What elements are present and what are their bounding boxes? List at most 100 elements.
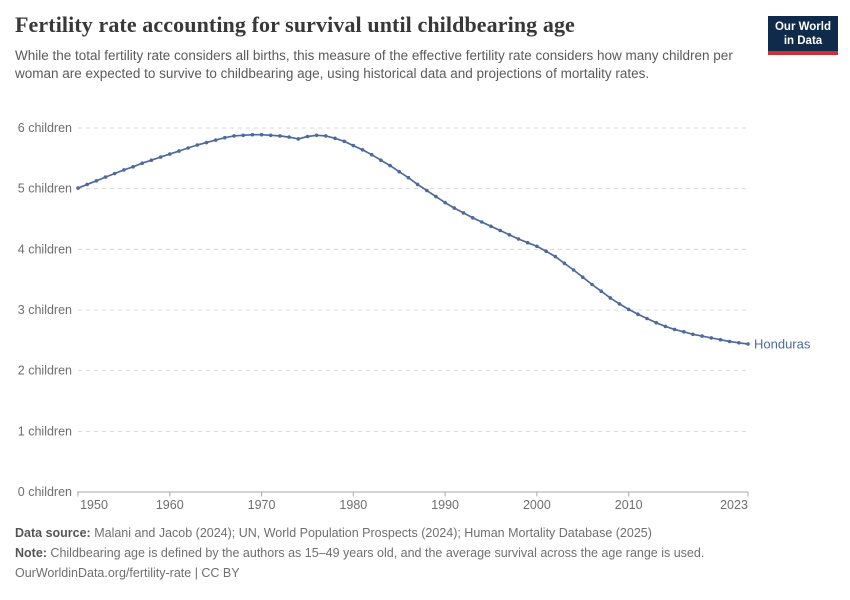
data-point[interactable] [406, 175, 411, 180]
data-point[interactable] [259, 132, 264, 137]
data-point[interactable] [232, 134, 236, 138]
page-title: Fertility rate accounting for survival u… [15, 12, 575, 37]
data-point[interactable] [691, 332, 695, 337]
data-point[interactable] [415, 182, 420, 187]
data-point[interactable] [507, 233, 512, 237]
data-point[interactable] [305, 134, 310, 139]
data-point[interactable] [425, 188, 429, 193]
data-point[interactable] [599, 289, 603, 294]
data-point[interactable] [324, 134, 328, 138]
data-point[interactable] [498, 228, 503, 233]
data-point[interactable] [333, 136, 337, 141]
data-point[interactable] [379, 158, 383, 162]
data-point[interactable] [654, 320, 658, 325]
data-point[interactable] [122, 168, 126, 172]
x-axis-labels: 1950 1960 1970 1980 1990 2000 2010 2023 [80, 498, 748, 512]
data-point[interactable] [397, 169, 402, 174]
data-point[interactable] [709, 336, 714, 340]
data-point[interactable] [186, 146, 190, 150]
data-point[interactable] [278, 134, 282, 138]
data-point[interactable] [158, 155, 163, 159]
y-tick-label: 5 children [18, 182, 72, 196]
data-source-text: Malani and Jacob (2024); UN, World Popul… [90, 526, 652, 540]
series-line-honduras[interactable] [77, 133, 749, 345]
series-points-honduras[interactable] [76, 132, 750, 346]
data-point[interactable] [571, 268, 576, 272]
data-point[interactable] [682, 330, 686, 334]
data-point[interactable] [581, 275, 585, 280]
data-point[interactable] [360, 148, 365, 152]
data-source-label: Data source: [15, 526, 91, 540]
data-point[interactable] [287, 135, 291, 139]
data-point[interactable] [112, 171, 117, 176]
data-point[interactable] [590, 282, 594, 287]
y-axis-labels: 0 children 1 children 2 children 3 children… [18, 121, 72, 499]
chart-header: Fertility rate accounting for survival u… [15, 12, 755, 83]
x-tick-label: 1980 [339, 498, 367, 512]
note-text: Childbearing age is defined by the autho… [46, 546, 705, 560]
data-point[interactable] [351, 143, 356, 148]
x-tick-label: 2000 [523, 498, 551, 512]
data-point[interactable] [149, 158, 154, 162]
y-gridlines [77, 127, 748, 493]
owid-logo[interactable]: Our World in Data [768, 16, 838, 56]
data-point[interactable] [663, 324, 668, 329]
data-point[interactable] [314, 133, 319, 138]
data-point[interactable] [452, 206, 457, 210]
data-point[interactable] [727, 339, 732, 344]
data-point[interactable] [562, 261, 567, 266]
data-point[interactable] [213, 138, 218, 142]
data-point[interactable] [76, 186, 80, 190]
data-point[interactable] [516, 237, 521, 241]
data-point[interactable] [617, 302, 622, 306]
owid-url-link[interactable]: OurWorldinData.org/fertility-rate | CC B… [15, 566, 240, 580]
data-point[interactable] [388, 163, 392, 168]
y-tick-label: 2 children [18, 364, 72, 378]
data-point[interactable] [434, 194, 438, 199]
x-axis-ticks [77, 492, 749, 497]
data-point[interactable] [369, 152, 374, 157]
x-tick-label: 2023 [720, 498, 748, 512]
y-tick-label: 3 children [18, 303, 72, 317]
data-point[interactable] [480, 220, 484, 224]
y-tick-label: 6 children [18, 121, 72, 135]
data-point[interactable] [195, 143, 200, 147]
data-point[interactable] [85, 182, 89, 187]
data-point[interactable] [241, 133, 245, 138]
data-point[interactable] [672, 327, 677, 332]
data-point[interactable] [489, 224, 493, 229]
data-point[interactable] [645, 316, 649, 321]
data-point[interactable] [700, 334, 704, 338]
data-point[interactable] [223, 135, 227, 140]
data-point[interactable] [525, 240, 530, 245]
data-point[interactable] [737, 341, 741, 345]
data-point[interactable] [636, 312, 640, 317]
data-point[interactable] [470, 216, 475, 220]
data-point[interactable] [746, 342, 750, 346]
x-tick-label: 1960 [156, 498, 184, 512]
y-tick-label: 1 children [18, 424, 72, 438]
data-point[interactable] [168, 152, 172, 156]
data-point[interactable] [544, 249, 548, 253]
data-point[interactable] [131, 165, 135, 169]
data-point[interactable] [342, 139, 347, 144]
series-end-label[interactable]: Honduras [754, 336, 811, 351]
data-point[interactable] [103, 175, 108, 179]
data-point[interactable] [626, 307, 631, 312]
owid-logo-line1: Our World [774, 21, 831, 33]
data-point[interactable] [268, 133, 273, 138]
data-point[interactable] [94, 179, 99, 183]
y-tick-label: 4 children [18, 242, 72, 256]
data-point[interactable] [608, 296, 613, 300]
data-point[interactable] [250, 132, 255, 137]
data-point[interactable] [535, 244, 539, 249]
data-point[interactable] [461, 211, 466, 215]
data-point[interactable] [140, 161, 144, 165]
data-point[interactable] [296, 137, 301, 141]
data-point[interactable] [204, 140, 209, 145]
data-point[interactable] [718, 337, 723, 342]
data-point[interactable] [443, 200, 447, 205]
data-point[interactable] [177, 149, 181, 153]
data-point[interactable] [553, 254, 558, 259]
